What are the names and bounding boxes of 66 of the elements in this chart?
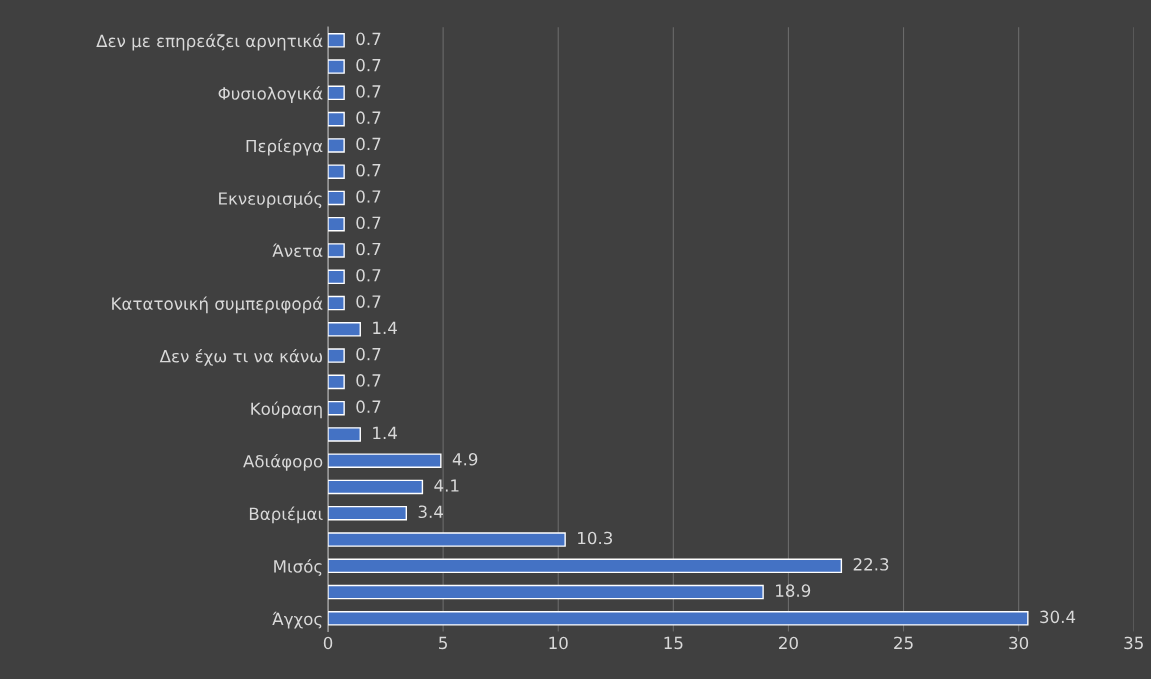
y-tick-label: Κούραση — [251, 401, 322, 419]
x-tick-label: 0 — [323, 636, 333, 650]
x-tick-label: 10 — [549, 636, 568, 650]
bar — [328, 584, 764, 600]
data-label: 0.7 — [356, 242, 381, 256]
data-label: 3.4 — [418, 505, 443, 519]
bar — [328, 269, 345, 285]
data-label: 0.7 — [356, 85, 381, 98]
data-label: 0.7 — [356, 111, 381, 124]
bar — [328, 374, 345, 390]
data-label: 1.4 — [373, 426, 397, 440]
bar — [328, 453, 442, 468]
data-label: 30.4 — [1040, 610, 1076, 624]
bar — [328, 295, 345, 311]
bar — [328, 138, 345, 153]
data-label: 0.7 — [356, 400, 381, 413]
bar — [328, 33, 345, 48]
bar — [328, 190, 345, 206]
bar — [328, 243, 345, 258]
data-label: 0.7 — [356, 163, 381, 177]
data-label: 4.1 — [434, 479, 459, 492]
data-label: 0.7 — [356, 347, 381, 361]
bar — [328, 59, 345, 74]
y-tick-label: Εκνευρισμός — [219, 191, 322, 209]
data-label: 0.7 — [356, 58, 381, 72]
data-label: 0.7 — [356, 137, 381, 151]
y-tick-label: Δεν με επηρεάζει αρνητικά — [96, 33, 323, 51]
bar — [328, 216, 345, 232]
bar — [328, 111, 345, 127]
data-label: 0.7 — [356, 295, 381, 308]
data-label: 0.7 — [356, 32, 381, 46]
bar — [328, 348, 345, 363]
data-label: 10.3 — [578, 531, 613, 545]
y-tick-label: Άνετα — [272, 243, 323, 258]
y-tick-label: Κατατονική συμπεριφορά — [112, 296, 323, 314]
bar — [328, 400, 345, 416]
data-label: 18.9 — [776, 584, 811, 597]
data-label: 4.9 — [452, 452, 478, 466]
bar — [328, 164, 345, 179]
x-tick-label: 20 — [779, 636, 798, 650]
x-tick-label: 5 — [439, 636, 447, 650]
data-label: 0.7 — [356, 216, 381, 230]
bar — [328, 611, 1029, 626]
x-tick-label: 25 — [894, 636, 913, 650]
bar — [328, 427, 361, 442]
data-label: 0.7 — [356, 190, 381, 203]
bar — [328, 532, 566, 547]
data-label: 0.7 — [356, 374, 381, 387]
bar — [328, 505, 407, 521]
bar — [328, 479, 424, 495]
y-tick-label: Αδιάφορο — [243, 454, 323, 471]
y-tick-label: Μισός — [274, 559, 322, 576]
bar — [328, 85, 345, 101]
data-label: 1.4 — [373, 321, 397, 334]
y-tick-label: Φυσιολογικά — [218, 86, 323, 103]
y-tick-label: Βαριέμαι — [249, 506, 323, 524]
data-label: 22.3 — [853, 558, 889, 571]
y-tick-label: Άγχος — [272, 611, 322, 629]
bar — [328, 322, 361, 337]
x-tick-label: 30 — [1009, 636, 1029, 650]
x-tick-label: 35 — [1124, 636, 1143, 650]
bar — [328, 558, 843, 574]
data-label: 0.7 — [356, 269, 381, 282]
y-tick-label: Δεν έχω τι να κάνω — [159, 348, 323, 366]
x-tick-label: 15 — [664, 636, 683, 650]
y-tick-label: Περίεργα — [246, 138, 323, 156]
